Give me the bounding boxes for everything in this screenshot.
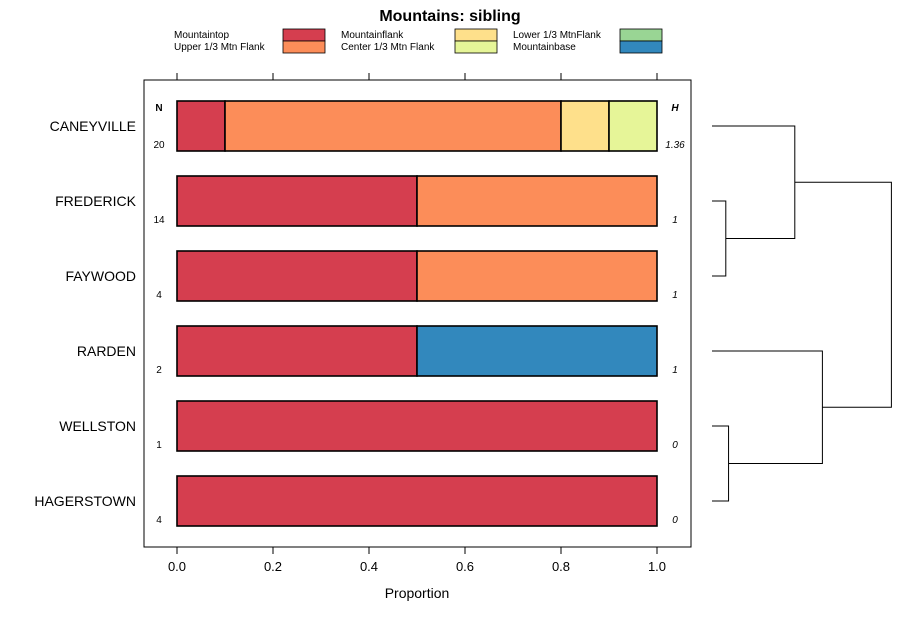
x-axis: 0.0 0.2 0.4 0.6 0.8 1.0 <box>168 547 666 574</box>
h-value: 0 <box>672 440 678 451</box>
x-tick-label: 0.6 <box>456 559 474 574</box>
x-tick-label: 0.8 <box>552 559 570 574</box>
h-value: 0 <box>672 515 678 526</box>
bar-segment <box>176 100 226 152</box>
dendrogram-link <box>712 425 730 502</box>
row-label: CANEYVILLE <box>50 118 136 134</box>
bar-row: RARDEN 2 1 <box>77 325 678 377</box>
bar-segment <box>176 175 418 227</box>
n-column-header: N <box>155 103 162 114</box>
legend-swatch <box>282 40 326 54</box>
dendrogram <box>712 125 892 502</box>
bar-segment <box>176 475 658 527</box>
n-value: 1 <box>156 440 162 451</box>
legend-swatch <box>619 40 663 54</box>
bar-row: HAGERSTOWN 4 0 <box>34 475 678 527</box>
row-label: HAGERSTOWN <box>34 493 136 509</box>
x-tick-label: 0.0 <box>168 559 186 574</box>
legend-label: Mountaintop <box>174 30 229 41</box>
n-value: 2 <box>156 365 162 376</box>
bar-segment <box>176 250 418 302</box>
bar-segment <box>608 100 658 152</box>
legend-label: Center 1/3 Mtn Flank <box>341 42 435 53</box>
n-value: 4 <box>156 515 162 526</box>
bar-segment <box>176 400 658 452</box>
legend-label: Lower 1/3 MtnFlank <box>513 30 602 41</box>
x-tick-label: 0.4 <box>360 559 378 574</box>
row-label: WELLSTON <box>59 418 136 434</box>
legend-swatch <box>619 28 663 42</box>
bar-segment <box>224 100 562 152</box>
legend-label: Upper 1/3 Mtn Flank <box>174 42 266 53</box>
bar-segment <box>416 325 658 377</box>
h-value: 1.36 <box>665 140 685 151</box>
bar-segment <box>416 175 658 227</box>
plot-frame <box>143 79 692 548</box>
h-value: 1 <box>672 290 678 301</box>
row-label: RARDEN <box>77 343 136 359</box>
dendrogram-root-link <box>794 181 892 408</box>
bar-row: CANEYVILLE 20 1.36 <box>50 100 685 152</box>
h-value: 1 <box>672 365 678 376</box>
legend-label: Mountainbase <box>513 42 576 53</box>
row-label: FREDERICK <box>55 193 137 209</box>
top-axis-ticks <box>176 73 658 80</box>
n-value: 14 <box>153 215 165 226</box>
n-value: 20 <box>153 140 165 151</box>
x-tick-label: 1.0 <box>648 559 666 574</box>
bar-row: FREDERICK 14 1 <box>55 175 678 227</box>
legend-swatch <box>454 40 498 54</box>
bar-row: FAYWOOD 4 1 <box>65 250 678 302</box>
legend-label: Mountainflank <box>341 30 404 41</box>
dendrogram-link <box>712 125 796 239</box>
bar-segment <box>416 250 658 302</box>
legend-swatch <box>454 28 498 42</box>
row-label: FAYWOOD <box>65 268 136 284</box>
bar-segment <box>560 100 610 152</box>
x-tick-label: 0.2 <box>264 559 282 574</box>
n-value: 4 <box>156 290 162 301</box>
x-axis-label: Proportion <box>385 585 450 601</box>
bar-row: WELLSTON 1 0 <box>59 400 678 452</box>
dendrogram-link <box>712 200 727 277</box>
legend-swatch <box>282 28 326 42</box>
h-column-header: H <box>671 103 679 114</box>
bar-segment <box>176 325 418 377</box>
h-value: 1 <box>672 215 678 226</box>
chart-title: Mountains: sibling <box>379 8 520 25</box>
